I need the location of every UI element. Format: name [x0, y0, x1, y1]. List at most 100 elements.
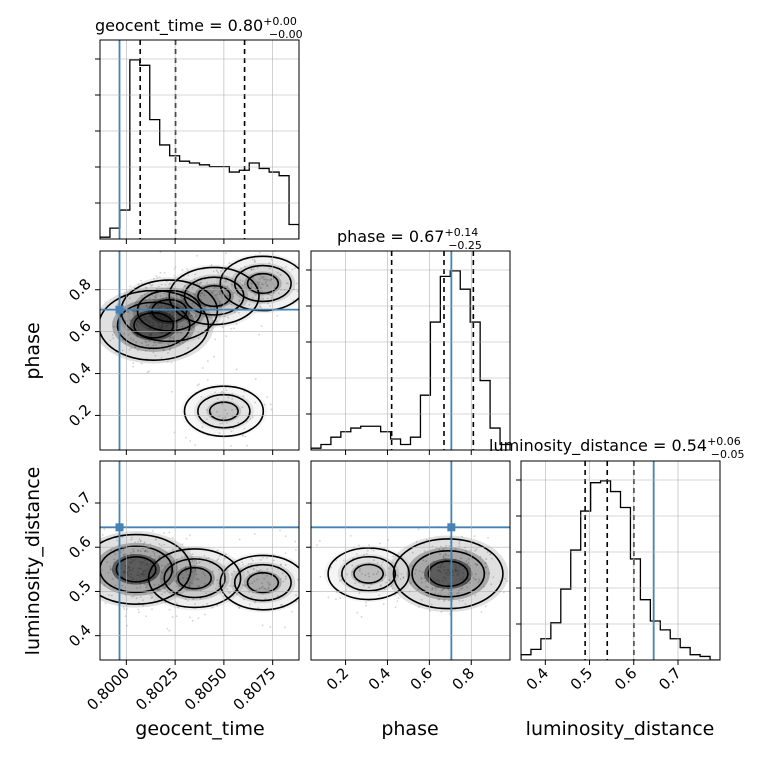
ylabel-phase: phase: [22, 322, 44, 379]
sample-point: [156, 293, 158, 296]
sample-point: [166, 627, 169, 630]
sample-point: [209, 584, 212, 586]
density-level: [132, 287, 206, 334]
sample-point: [238, 606, 241, 609]
sample-point: [129, 569, 131, 571]
sample-point: [203, 294, 206, 297]
sample-point: [380, 564, 383, 567]
sample-point: [270, 408, 273, 411]
sample-point: [142, 599, 144, 602]
sample-point: [381, 579, 384, 582]
sample-point: [140, 294, 143, 297]
sample-point: [376, 562, 379, 564]
tick-label-x: 0.8000: [83, 664, 133, 714]
sample-point: [143, 541, 146, 544]
sample-point: [121, 563, 123, 566]
sample-point: [230, 444, 232, 447]
sample-point: [155, 275, 158, 278]
sample-point: [267, 293, 270, 296]
sample-point: [186, 599, 189, 602]
sample-point: [140, 572, 142, 575]
sample-point: [122, 553, 125, 556]
sample-point: [164, 565, 167, 568]
sample-point: [161, 323, 164, 326]
sample-point: [258, 277, 261, 280]
sample-point: [260, 275, 263, 278]
sample-point: [160, 356, 163, 359]
sample-point: [488, 572, 491, 575]
sample-point: [114, 553, 117, 555]
sample-point: [391, 587, 394, 590]
sample-point: [467, 558, 470, 560]
gridlines: [100, 40, 299, 239]
sample-point: [418, 606, 420, 608]
sample-point: [154, 294, 157, 297]
sample-point: [196, 254, 198, 257]
sample-point: [131, 569, 134, 572]
sample-point: [435, 585, 438, 588]
sample-point: [448, 545, 451, 547]
sample-point: [425, 560, 428, 563]
sample-point: [233, 311, 236, 313]
sample-point: [422, 571, 424, 574]
sample-point: [199, 560, 201, 563]
sample-point: [432, 560, 435, 563]
sample-point: [464, 550, 467, 552]
sample-point: [168, 629, 171, 632]
sample-point: [268, 582, 271, 585]
sample-point: [189, 439, 192, 442]
sample-point: [444, 553, 447, 556]
sample-point: [171, 311, 174, 314]
sample-point: [213, 286, 216, 289]
sample-point: [349, 534, 352, 537]
sample-point: [124, 553, 127, 555]
sample-point: [486, 551, 489, 553]
sample-point: [379, 542, 381, 545]
sample-point: [169, 307, 172, 309]
sample-point: [225, 335, 228, 338]
sample-point: [163, 588, 166, 590]
sample-point: [461, 578, 464, 581]
sample-point: [166, 318, 169, 321]
sample-point: [187, 347, 189, 350]
sample-point: [139, 540, 142, 543]
sample-point: [420, 577, 423, 580]
sample-point: [138, 567, 141, 570]
sample-point: [159, 251, 162, 253]
sample-point: [219, 291, 221, 294]
sample-point: [474, 578, 477, 581]
sample-point: [200, 292, 203, 295]
gridlines: [100, 461, 299, 660]
sample-point: [225, 252, 227, 255]
sample-point: [176, 602, 178, 605]
sample-point: [268, 293, 270, 295]
sample-point: [444, 576, 446, 579]
sample-point: [400, 573, 403, 575]
sample-point: [167, 293, 169, 296]
sample-point: [448, 554, 450, 557]
sample-point: [160, 570, 162, 573]
sample-point: [316, 544, 319, 547]
sample-point: [166, 319, 169, 322]
sample-point: [168, 338, 171, 341]
sample-point: [149, 283, 152, 286]
sample-point: [128, 570, 131, 572]
sample-point: [277, 594, 280, 597]
sample-point: [136, 325, 139, 328]
sample-point: [448, 612, 451, 615]
sample-point: [202, 604, 205, 607]
sample-point: [142, 543, 145, 545]
density-level: [337, 554, 400, 594]
density-level: [230, 561, 296, 604]
sample-point: [122, 606, 125, 608]
sample-point: [269, 625, 272, 628]
sample-point: [241, 280, 244, 283]
sample-point: [137, 329, 140, 331]
sample-point: [157, 583, 160, 586]
sample-point: [270, 294, 272, 297]
sample-point: [370, 583, 373, 586]
sample-point: [378, 594, 380, 597]
contour-line: [353, 563, 384, 584]
sample-point: [132, 550, 135, 553]
sample-point: [272, 277, 275, 280]
